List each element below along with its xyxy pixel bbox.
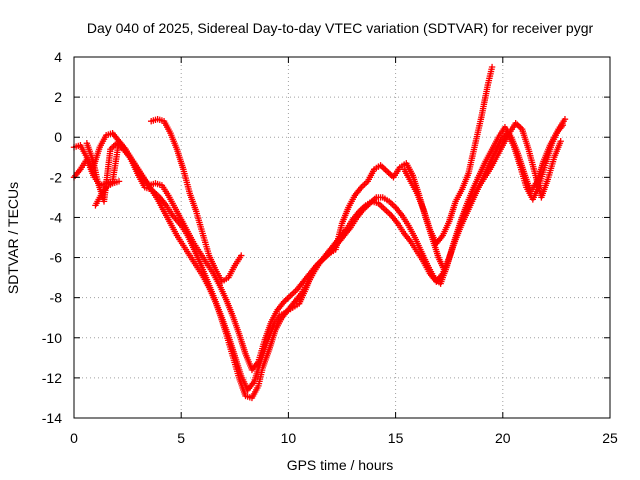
x-tick-labels: 0 5 10 15 20 25 (70, 430, 618, 446)
data-point (115, 178, 123, 185)
plot-frame (73, 56, 611, 419)
x-tick-label: 0 (70, 430, 78, 446)
x-tick-label: 10 (281, 430, 297, 446)
data-point (557, 138, 564, 145)
x-tick-label: 25 (602, 430, 618, 446)
y-tick-label: -6 (50, 250, 63, 266)
series-trace (147, 115, 245, 285)
data-point (559, 121, 567, 129)
data-point (488, 63, 496, 71)
y-tick-labels: -14 -12 -10 -8 -6 -4 -2 0 2 4 (42, 49, 62, 426)
x-axis-label: GPS time / hours (287, 457, 394, 473)
chart-title: Day 040 of 2025, Sidereal Day-to-day VTE… (87, 20, 594, 36)
axis-ticks (73, 56, 611, 419)
x-tick-label: 15 (388, 430, 404, 446)
x-tick-label: 5 (177, 430, 185, 446)
data-series (70, 63, 569, 402)
y-tick-label: -12 (42, 370, 62, 386)
series-trace (400, 63, 496, 247)
y-tick-label: 4 (54, 49, 62, 65)
data-point (238, 252, 245, 259)
series-trace (92, 178, 123, 209)
x-tick-label: 20 (495, 430, 511, 446)
y-tick-label: 0 (54, 129, 62, 145)
y-tick-label: -4 (50, 209, 63, 225)
y-tick-label: -2 (50, 169, 63, 185)
y-tick-label: -10 (42, 330, 62, 346)
y-tick-label: -14 (42, 410, 62, 426)
y-tick-label: 2 (54, 89, 62, 105)
y-axis-label: SDTVAR / TECUs (5, 182, 21, 294)
y-tick-label: -8 (50, 290, 63, 306)
data-point (561, 115, 569, 123)
